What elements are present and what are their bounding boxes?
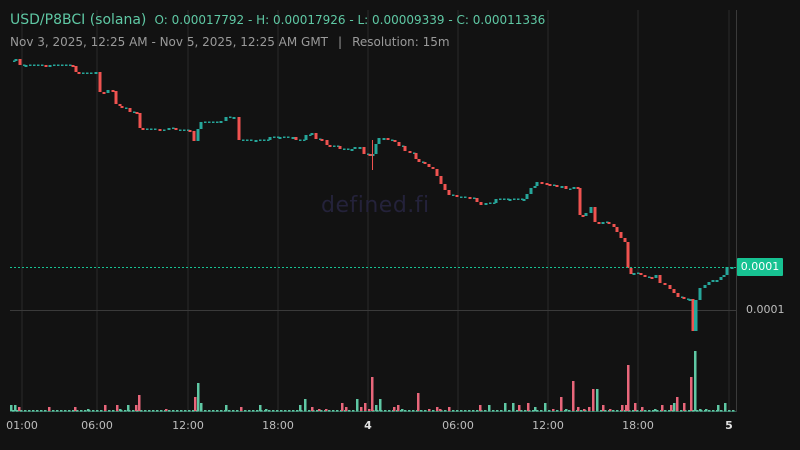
time-axis-label: 4 [364,419,372,432]
last-price-tag: 0.0001 [737,258,783,276]
price-axis-label: 0.0001 [746,303,785,316]
time-axis-label: 5 [725,419,733,432]
watermark: defined.fi [321,193,430,218]
time-axis-label: 01:00 [6,419,38,432]
time-axis-label: 12:00 [172,419,204,432]
chart-legend: USD/P8BCI (solana) O: 0.00017792 - H: 0.… [10,11,545,50]
separator: | [338,35,343,49]
time-axis-label: 18:00 [622,419,654,432]
pair-title: USD/P8BCI (solana) [10,12,147,28]
ohlc-values: O: 0.00017792 - H: 0.00017926 - L: 0.000… [154,13,546,27]
time-axis-label: 12:00 [532,419,564,432]
time-axis-label: 06:00 [442,419,474,432]
time-axis-label: 18:00 [262,419,294,432]
resolution: Resolution: 15m [352,35,450,49]
date-range: Nov 3, 2025, 12:25 AM - Nov 5, 2025, 12:… [10,35,329,49]
time-axis-label: 06:00 [81,419,113,432]
